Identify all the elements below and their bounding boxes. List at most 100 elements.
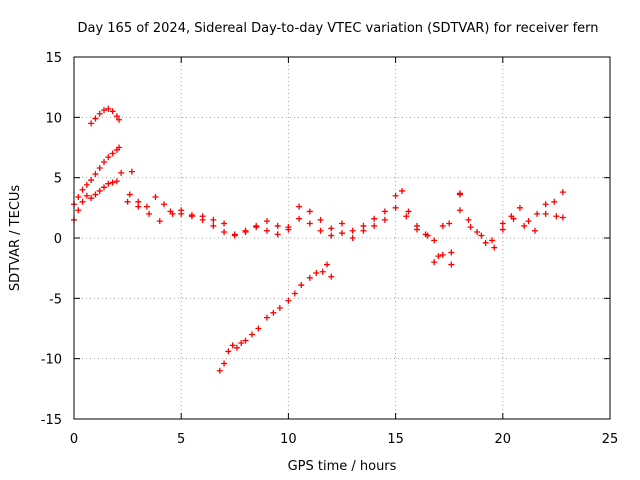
data-point xyxy=(75,193,82,200)
data-point xyxy=(210,222,217,229)
data-point xyxy=(317,216,324,223)
data-point xyxy=(225,348,232,355)
data-point xyxy=(167,208,174,215)
data-point xyxy=(399,187,406,194)
y-tick-label: 5 xyxy=(54,172,62,187)
data-point xyxy=(178,210,185,217)
data-point xyxy=(96,110,103,117)
data-point xyxy=(113,113,120,120)
data-point xyxy=(156,218,163,225)
data-point xyxy=(306,208,313,215)
y-axis-label: SDTVAR / TECUs xyxy=(8,185,23,292)
data-point xyxy=(525,218,532,225)
series-2 xyxy=(71,178,120,223)
data-point xyxy=(75,207,82,214)
x-tick-label: 5 xyxy=(177,432,185,447)
series-3 xyxy=(118,169,566,256)
data-point xyxy=(88,195,95,202)
plot-frame xyxy=(73,56,611,420)
data-point xyxy=(255,325,262,332)
data-point xyxy=(360,227,367,234)
y-tick-labels: -15 -10 -5 0 5 10 15 xyxy=(41,51,62,428)
x-tick-label: 0 xyxy=(70,432,78,447)
data-point xyxy=(542,210,549,217)
data-point xyxy=(405,208,412,215)
y-tick-label: -10 xyxy=(41,353,62,368)
data-point xyxy=(116,144,123,151)
data-point xyxy=(465,216,472,223)
data-point xyxy=(306,220,313,227)
data-point xyxy=(83,181,90,188)
data-point xyxy=(146,210,153,217)
x-tick-label: 15 xyxy=(387,432,404,447)
data-point xyxy=(551,198,558,205)
data-point xyxy=(118,169,125,176)
data-point xyxy=(88,177,95,184)
data-point xyxy=(510,215,517,222)
data-point xyxy=(233,344,240,351)
data-point xyxy=(491,244,498,251)
data-point xyxy=(248,331,255,338)
data-point xyxy=(113,178,120,185)
y-tick-label: 15 xyxy=(45,51,62,66)
data-point xyxy=(474,228,481,235)
data-point xyxy=(96,165,103,172)
data-point xyxy=(456,207,463,214)
data-point xyxy=(553,213,560,220)
data-point xyxy=(559,189,566,196)
data-point xyxy=(276,304,283,311)
data-point xyxy=(499,226,506,233)
data-point xyxy=(291,290,298,297)
data-point xyxy=(531,227,538,234)
chart-title: Day 165 of 2024, Sidereal Day-to-day VTE… xyxy=(77,21,598,36)
data-point xyxy=(253,222,260,229)
data-point xyxy=(392,192,399,199)
data-point xyxy=(128,168,135,175)
data-point xyxy=(143,203,150,210)
data-point xyxy=(109,150,116,157)
data-point xyxy=(124,198,131,205)
data-point xyxy=(135,203,142,210)
data-point xyxy=(489,237,496,244)
data-point xyxy=(229,342,236,349)
data-point xyxy=(79,198,86,205)
data-point xyxy=(231,231,238,238)
y-tick-label: -5 xyxy=(49,292,62,307)
data-point xyxy=(92,115,99,122)
data-point xyxy=(92,171,99,178)
series-5 xyxy=(216,261,335,374)
data-point xyxy=(221,360,228,367)
data-point xyxy=(242,337,249,344)
x-tick-label: 25 xyxy=(602,432,619,447)
data-point xyxy=(467,224,474,231)
data-point xyxy=(349,235,356,241)
data-point xyxy=(101,184,108,191)
data-point xyxy=(210,216,217,223)
data-point xyxy=(339,220,345,227)
data-point xyxy=(381,208,388,215)
data-point xyxy=(542,201,549,208)
data-point xyxy=(559,214,566,221)
data-point xyxy=(96,187,103,194)
x-tick-label: 20 xyxy=(495,432,512,447)
data-point xyxy=(221,220,228,227)
data-point xyxy=(105,105,112,112)
y-tick-label: 0 xyxy=(54,232,62,247)
y-tick-label: 10 xyxy=(45,111,62,126)
data-point xyxy=(414,226,421,233)
x-tick-labels: 0 5 10 15 20 25 xyxy=(70,432,618,447)
data-point xyxy=(92,191,99,198)
data-point xyxy=(439,251,446,258)
data-point xyxy=(534,210,541,217)
data-point xyxy=(431,259,438,266)
series-0 xyxy=(88,105,123,127)
data-points xyxy=(71,105,566,374)
data-point xyxy=(516,204,523,211)
data-point xyxy=(285,224,292,231)
data-point xyxy=(79,186,86,193)
data-point xyxy=(448,249,455,256)
data-point xyxy=(381,216,388,223)
data-point xyxy=(296,203,303,210)
data-point xyxy=(152,193,159,200)
